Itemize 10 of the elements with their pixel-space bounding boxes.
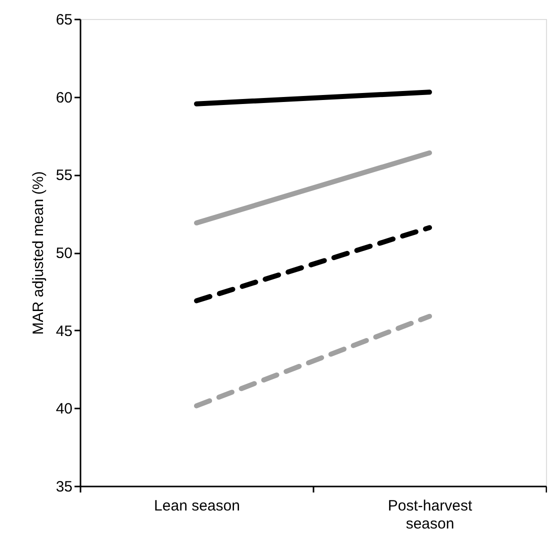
y-tick-label: 45 [56,322,72,340]
y-tick-label: 35 [56,478,72,496]
y-tick-label: 40 [56,400,72,418]
y-tick-label: 55 [56,167,72,184]
y-tick-label: 50 [56,245,72,262]
y-tick-label: 60 [56,89,72,106]
x-tick-label: Lean season [154,498,240,514]
y-tick-label: 65 [56,12,72,28]
y-axis-title: MAR adjusted mean (%) [30,171,47,335]
x-tick-label: Post-harvest season [388,498,473,532]
